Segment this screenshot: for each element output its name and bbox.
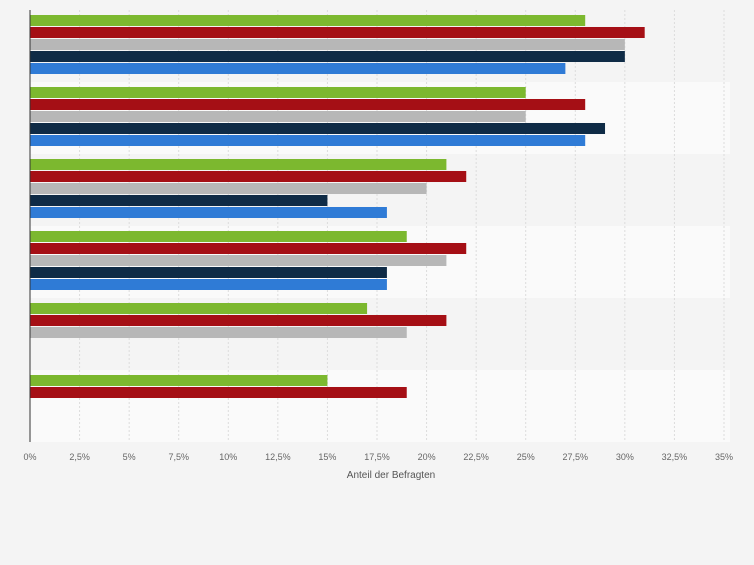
x-tick-label: 30%	[616, 452, 634, 462]
bar	[30, 111, 526, 122]
x-tick-label: 10%	[219, 452, 237, 462]
bar	[30, 387, 407, 398]
x-tick-label: 12,5%	[265, 452, 291, 462]
x-axis-label: Anteil der Befragten	[347, 470, 435, 481]
x-tick-label: 2,5%	[69, 452, 90, 462]
bar	[30, 207, 387, 218]
bar	[30, 303, 368, 314]
x-tick-label: 20%	[418, 452, 436, 462]
bar	[30, 315, 447, 326]
x-tick-label: 17,5%	[364, 452, 390, 462]
x-tick-label: 0%	[23, 452, 36, 462]
x-tick-label: 35%	[715, 452, 733, 462]
bar	[30, 63, 566, 74]
bar	[30, 39, 625, 50]
bar	[30, 27, 645, 38]
x-tick-label: 5%	[123, 452, 136, 462]
bar	[30, 267, 387, 278]
bar	[30, 375, 328, 386]
bar	[30, 51, 625, 62]
bar	[30, 99, 586, 110]
x-tick-label: 7,5%	[168, 452, 189, 462]
bar	[30, 243, 467, 254]
bar	[30, 87, 526, 98]
x-tick-label: 25%	[517, 452, 535, 462]
bar	[30, 255, 447, 266]
x-tick-label: 27,5%	[563, 452, 589, 462]
bar	[30, 327, 407, 338]
bar	[30, 123, 606, 134]
bar	[30, 195, 328, 206]
bar	[30, 279, 387, 290]
x-tick-label: 22,5%	[463, 452, 489, 462]
bar	[30, 15, 586, 26]
x-tick-label: 15%	[318, 452, 336, 462]
bar	[30, 231, 407, 242]
bar	[30, 159, 447, 170]
bar	[30, 135, 586, 146]
x-tick-label: 32,5%	[662, 452, 688, 462]
bar	[30, 183, 427, 194]
bar	[30, 171, 467, 182]
